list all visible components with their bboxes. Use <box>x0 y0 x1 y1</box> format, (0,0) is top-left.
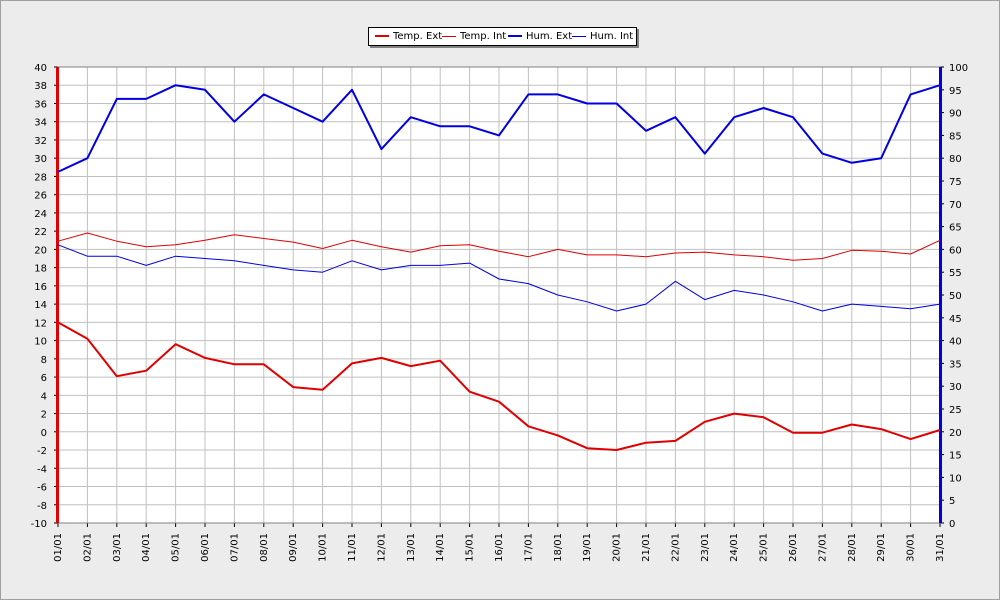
x-axis-tick-label: 30/01 <box>906 533 917 562</box>
x-axis-tick-label: 22/01 <box>670 533 681 562</box>
right-axis-tick-label: 10 <box>949 473 962 484</box>
x-axis-tick-label: 21/01 <box>641 533 652 562</box>
legend-label-temp-int: Temp. Int <box>460 31 507 42</box>
legend-label-hum-ext: Hum. Ext <box>526 31 573 42</box>
left-axis-tick-label: 36 <box>34 99 47 110</box>
right-axis-tick-label: 45 <box>949 314 962 325</box>
left-axis-tick-label: 28 <box>34 172 47 183</box>
left-axis-tick-label: -8 <box>37 501 47 512</box>
left-axis-tick-label: 16 <box>34 282 47 293</box>
x-axis-tick-label: 10/01 <box>318 533 329 562</box>
x-axis-tick-label: 11/01 <box>347 533 358 562</box>
legend-label-hum-int: Hum. Int <box>590 31 634 42</box>
x-axis-tick-label: 02/01 <box>82 533 93 562</box>
right-axis-tick-label: 65 <box>949 223 962 234</box>
right-axis-tick-label: 55 <box>949 268 962 279</box>
left-axis-tick-label: 8 <box>41 355 47 366</box>
legend-item-hum-int: Hum. Int <box>572 30 633 43</box>
left-axis-tick-label: -10 <box>31 519 47 530</box>
legend-item-temp-ext: Temp. Ext <box>375 30 442 43</box>
x-axis-tick-label: 29/01 <box>876 533 887 562</box>
x-axis-tick-label: 28/01 <box>847 533 858 562</box>
legend-swatch-temp-ext <box>375 35 389 37</box>
x-axis-tick-label: 18/01 <box>553 533 564 562</box>
left-axis-bar <box>56 67 59 523</box>
x-axis-tick-label: 08/01 <box>259 533 270 562</box>
x-axis-tick-label: 12/01 <box>376 533 387 562</box>
right-axis-tick-label: 40 <box>949 337 962 348</box>
right-axis-tick-label: 85 <box>949 131 962 142</box>
x-axis-tick-label: 26/01 <box>788 533 799 562</box>
left-axis-tick-label: 30 <box>34 154 47 165</box>
right-axis-tick-label: 95 <box>949 86 962 97</box>
legend-swatch-temp-int <box>442 35 456 37</box>
legend-label-temp-ext: Temp. Ext <box>393 31 443 42</box>
left-axis-tick-label: 18 <box>34 264 47 275</box>
right-axis-bar <box>939 67 942 523</box>
left-axis-tick-label: 20 <box>34 245 47 256</box>
left-axis-tick-label: 4 <box>41 391 47 402</box>
x-axis-tick-label: 05/01 <box>171 533 182 562</box>
x-axis-tick-label: 04/01 <box>141 533 152 562</box>
right-axis-tick-label: 30 <box>949 382 962 393</box>
x-axis-tick-label: 31/01 <box>935 533 946 562</box>
x-axis-tick-label: 03/01 <box>112 533 123 562</box>
left-axis-tick-label: 24 <box>34 209 47 220</box>
x-axis-tick-label: 16/01 <box>494 533 505 562</box>
left-axis-tick-label: -4 <box>37 464 47 475</box>
series-line-hum-ext <box>57 84 941 173</box>
left-axis-tick-label: 0 <box>41 428 47 439</box>
right-axis-tick-label: 80 <box>949 154 962 165</box>
x-axis-tick-label: 24/01 <box>729 533 740 562</box>
x-axis-tick-label: 23/01 <box>700 533 711 562</box>
x-axis-tick-label: 25/01 <box>759 533 770 562</box>
right-axis-tick-label: 70 <box>949 200 962 211</box>
right-axis-tick-label: 100 <box>949 63 968 74</box>
x-axis-tick-label: 01/01 <box>53 533 64 562</box>
x-axis-tick-label: 20/01 <box>612 533 623 562</box>
x-axis-tick-label: 19/01 <box>582 533 593 562</box>
x-axis-tick-label: 15/01 <box>465 533 476 562</box>
left-axis-tick-label: -2 <box>37 446 47 457</box>
left-axis-tick-label: 32 <box>34 136 47 147</box>
left-axis-tick-label: 40 <box>34 63 47 74</box>
right-axis-tick-label: 90 <box>949 109 962 120</box>
left-axis-tick-label: 22 <box>34 227 47 238</box>
x-axis-tick-label: 14/01 <box>435 533 446 562</box>
legend-item-hum-ext: Hum. Ext <box>508 30 572 43</box>
series-line-temp-ext <box>57 321 941 451</box>
left-axis-tick-label: -6 <box>37 483 47 494</box>
right-axis-tick-label: 50 <box>949 291 962 302</box>
legend-swatch-hum-ext <box>508 35 522 37</box>
right-axis-tick-label: 0 <box>949 519 955 530</box>
chart-legend: Temp. Ext Temp. Int Hum. Ext Hum. Int <box>368 27 637 46</box>
series-line-temp-int <box>57 232 941 261</box>
right-axis-tick-label: 20 <box>949 428 962 439</box>
right-axis-tick-label: 25 <box>949 405 962 416</box>
x-axis-tick-label: 06/01 <box>200 533 211 562</box>
left-axis-tick-label: 26 <box>34 191 47 202</box>
right-axis-tick-label: 60 <box>949 245 962 256</box>
series-line-hum-int <box>57 244 941 312</box>
left-axis-tick-label: 6 <box>41 373 47 384</box>
left-axis-tick-label: 14 <box>34 300 47 311</box>
right-axis-tick-label: 15 <box>949 451 962 462</box>
x-axis-tick-label: 09/01 <box>288 533 299 562</box>
left-axis-tick-label: 34 <box>34 118 47 129</box>
legend-swatch-hum-int <box>572 35 586 37</box>
x-axis-tick-label: 27/01 <box>817 533 828 562</box>
x-axis-tick-label: 07/01 <box>229 533 240 562</box>
left-axis-tick-label: 12 <box>34 318 47 329</box>
right-axis-tick-label: 35 <box>949 359 962 370</box>
x-axis-tick-label: 13/01 <box>406 533 417 562</box>
right-axis-tick-label: 5 <box>949 496 955 507</box>
right-axis-tick-label: 75 <box>949 177 962 188</box>
legend-item-temp-int: Temp. Int <box>442 30 506 43</box>
left-axis-tick-label: 38 <box>34 81 47 92</box>
left-axis-tick-label: 10 <box>34 337 47 348</box>
x-axis-tick-label: 17/01 <box>523 533 534 562</box>
left-axis-tick-label: 2 <box>41 410 47 421</box>
